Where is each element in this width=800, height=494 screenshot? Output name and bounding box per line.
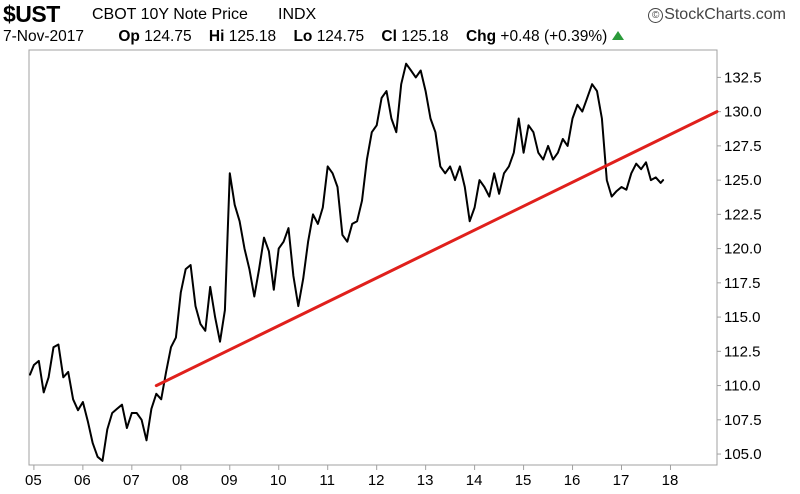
y-tick-label: 132.5 [724,69,762,86]
x-tick-label: 17 [613,472,630,489]
y-tick-label: 120.0 [724,241,762,258]
high-value: 125.18 [228,28,277,45]
y-tick-label: 122.5 [724,206,762,223]
plot-frame [28,49,718,466]
x-tick-label: 06 [74,472,91,489]
quote-row: 7-Nov-2017 Op 124.75 Hi 125.18 Lo 124.75… [3,28,625,46]
x-tick-label: 12 [368,472,385,489]
x-tick-label: 18 [662,472,679,489]
high-label: Hi [208,28,225,45]
y-tick-label: 112.5 [724,343,760,360]
y-tick-label: 130.0 [724,104,762,121]
x-tick-label: 16 [564,472,581,489]
y-tick-label: 110.0 [724,378,760,395]
instrument-description: CBOT 10Y Note Price [92,6,248,23]
brand-label: © StockCharts.com [648,6,786,24]
close-label: Cl [381,28,397,45]
y-axis: 105.0 107.5 110.0 112.5 115.0 117.5 120.0 122.5… [717,69,762,463]
close-value: 125.18 [401,28,449,45]
x-tick-label: 07 [123,472,140,489]
open-value: 124.75 [144,28,192,45]
y-tick-label: 105.0 [724,446,762,463]
exchange-label: INDX [278,6,317,23]
x-tick-label: 13 [417,472,434,489]
y-tick-label: 117.5 [724,275,760,292]
x-tick-label: 08 [172,472,189,489]
quote-date: 7-Nov-2017 [3,28,84,45]
x-tick-label: 14 [466,472,483,489]
change-label: Chg [465,28,497,45]
x-tick-label: 05 [25,472,42,489]
price-series-line [29,62,665,462]
copyright-icon: © [648,8,664,23]
up-arrow-icon [612,31,625,40]
series-lines [29,62,719,462]
ticker-symbol: $UST [3,1,60,27]
chart-header: $UST CBOT 10Y Note Price INDX © StockChar… [0,0,800,48]
trend-line [154,110,719,388]
x-tick-label: 15 [515,472,532,489]
x-tick-label: 10 [270,472,287,489]
open-label: Op [118,28,140,45]
change-value: +0.48 (+0.39%) [500,28,608,45]
y-tick-label: 115.0 [724,309,760,326]
y-tick-label: 125.0 [724,172,762,189]
x-axis: 05 06 07 08 09 10 11 12 13 14 15 16 17 18 [25,465,678,489]
x-tick-label: 11 [319,472,335,489]
x-tick-label: 09 [221,472,238,489]
low-label: Lo [293,28,313,45]
brand-name: StockCharts.com [664,6,786,23]
low-value: 124.75 [316,28,365,45]
y-tick-label: 107.5 [724,412,762,429]
y-tick-label: 127.5 [724,138,762,155]
